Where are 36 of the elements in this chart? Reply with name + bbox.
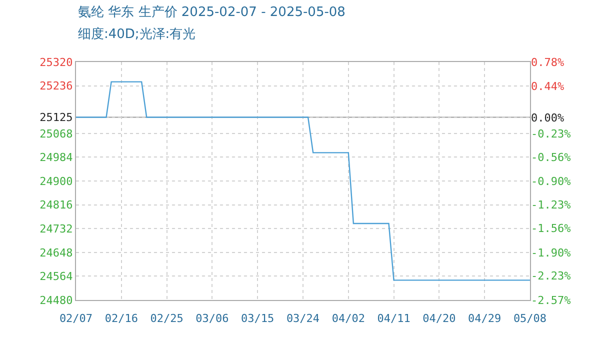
y-tick-label: 25068 xyxy=(40,127,73,140)
x-tick-label: 05/08 xyxy=(513,312,547,326)
y2-tick-label: -0.90% xyxy=(531,175,572,188)
x-tick-label: 04/11 xyxy=(377,312,410,326)
y2-tick-label: -1.90% xyxy=(531,246,572,260)
y-tick-label: 24732 xyxy=(40,222,73,236)
x-tick-label: 02/07 xyxy=(59,312,93,326)
y2-tick-label: -2.57% xyxy=(531,294,572,307)
y-tick-label: 24480 xyxy=(40,294,73,307)
line-series xyxy=(76,81,530,281)
x-tick-label: 02/25 xyxy=(150,312,184,326)
y-tick-label: 24816 xyxy=(40,198,73,212)
y2-tick-label: -0.56% xyxy=(531,151,572,164)
y-tick-label: 24648 xyxy=(40,246,73,260)
x-tick-label: 04/29 xyxy=(468,312,502,326)
y-tick-label: 25236 xyxy=(40,80,73,93)
x-tick-label: 03/06 xyxy=(196,312,229,326)
y2-tick-label: 0.00% xyxy=(531,111,564,124)
y2-tick-label: -2.23% xyxy=(531,270,572,283)
y2-tick-label: -1.56% xyxy=(531,222,572,236)
x-tick-label: 02/16 xyxy=(104,312,138,326)
y-tick-label: 24900 xyxy=(40,174,73,188)
y-tick-label: 24564 xyxy=(40,270,74,284)
y2-tick-label: -0.23% xyxy=(531,128,572,141)
y-tick-label: 25320 xyxy=(40,56,73,69)
y-tick-label: 25125 xyxy=(40,111,73,124)
x-tick-label: 03/15 xyxy=(241,312,274,326)
chart-subtitle: 细度:40D;光泽:有光 xyxy=(78,26,196,42)
y-tick-label: 24984 xyxy=(40,151,74,164)
chart-title: 氨纶 华东 生产价 2025-02-07 - 2025-05-08 xyxy=(78,5,346,20)
x-tick-label: 03/24 xyxy=(286,312,320,326)
x-tick-label: 04/20 xyxy=(422,312,456,326)
x-tick-label: 04/02 xyxy=(332,312,365,326)
y2-tick-label: -1.23% xyxy=(531,198,572,212)
y2-tick-label: 0.78% xyxy=(531,56,564,69)
y2-tick-label: 0.44% xyxy=(531,80,564,94)
